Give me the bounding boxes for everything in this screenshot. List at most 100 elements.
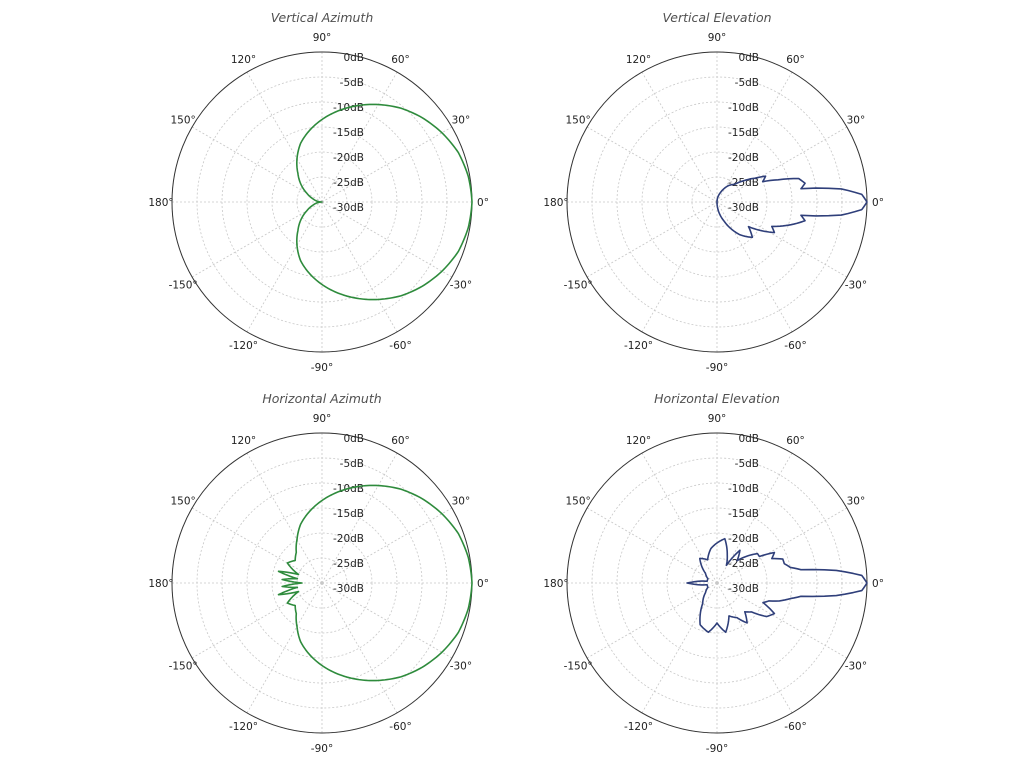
angle-tick-label: -150°: [564, 661, 593, 673]
radial-tick-label: -15dB: [333, 508, 364, 520]
angle-tick-label: 150°: [170, 115, 195, 127]
grid-spoke: [191, 582, 323, 659]
angle-tick-label: 180°: [543, 197, 568, 209]
grid-spoke: [716, 201, 793, 333]
grid-spoke: [716, 582, 848, 659]
grid-spoke: [246, 582, 323, 714]
grid-spoke: [641, 582, 718, 714]
angle-tick-label: -30°: [450, 661, 472, 673]
angle-tick-label: 60°: [786, 54, 805, 66]
angle-tick-label: -60°: [389, 340, 411, 352]
grid-spoke: [321, 582, 453, 659]
angle-tick-label: 30°: [847, 115, 866, 127]
grid-spoke: [321, 452, 398, 584]
angle-tick-label: -120°: [624, 721, 653, 733]
grid-spoke: [321, 507, 453, 584]
radial-tick-label: 0dB: [738, 433, 759, 445]
angle-tick-label: 120°: [231, 435, 256, 447]
angle-tick-label: -150°: [564, 280, 593, 292]
angle-tick-label: 0°: [477, 197, 489, 209]
angle-tick-label: 180°: [543, 578, 568, 590]
grid-spoke: [641, 201, 718, 333]
grid-ring: [246, 126, 398, 278]
grid-spoke: [716, 582, 793, 714]
chart-panel-horizontal-elevation: Horizontal Elevation 0° 30° 60° 90° 120° 150°…: [543, 391, 884, 771]
radial-tick-label: -20dB: [728, 533, 759, 545]
radial-tick-label: -15dB: [728, 508, 759, 520]
grid-spoke: [321, 582, 398, 714]
angle-tick-label: 30°: [452, 115, 471, 127]
angle-tick-label: -60°: [784, 721, 806, 733]
polar-chart-vertical-azimuth: 0° 30° 60° 90° 120° 150° 180° -150° -120° -90° -60…: [148, 32, 489, 374]
chart-panel-vertical-elevation: Vertical Elevation 0° 30° 60° 90° 120° 150° 18…: [543, 10, 884, 390]
polar-grid: [171, 432, 473, 734]
radial-tick-label: -5dB: [340, 458, 364, 470]
radial-tick-label: -15dB: [333, 127, 364, 139]
radial-tick-label: -30dB: [333, 583, 364, 595]
angle-tick-label: 90°: [708, 32, 727, 44]
chart-title: Horizontal Azimuth: [262, 391, 382, 406]
radial-tick-label: -30dB: [333, 202, 364, 214]
polar-chart-horizontal-azimuth: 0° 30° 60° 90° 120° 150° 180° -150° -120° -90° -60…: [148, 413, 489, 755]
angle-tick-label: 180°: [148, 197, 173, 209]
angle-tick-label: -60°: [389, 721, 411, 733]
angle-tick-label: 30°: [452, 496, 471, 508]
angle-tick-label: -30°: [845, 280, 867, 292]
grid-spoke: [321, 126, 453, 203]
angle-tick-label: 0°: [477, 578, 489, 590]
radial-tick-label: -20dB: [333, 533, 364, 545]
grid-spoke: [716, 201, 848, 278]
grid-spoke: [191, 201, 323, 278]
grid-spoke: [716, 507, 848, 584]
grid-spoke: [246, 201, 323, 333]
angle-tick-label: 150°: [170, 496, 195, 508]
radial-tick-label: -30dB: [728, 583, 759, 595]
chart-title: Vertical Elevation: [662, 10, 772, 25]
radial-tick-label: 0dB: [738, 52, 759, 64]
radial-tick-label: 0dB: [343, 52, 364, 64]
angle-tick-label: -90°: [311, 743, 333, 755]
angle-tick-label: 90°: [313, 413, 332, 425]
grid-spoke: [191, 507, 323, 584]
radial-tick-label: -25dB: [333, 558, 364, 570]
grid-spoke: [246, 452, 323, 584]
radial-tick-label: -5dB: [735, 458, 759, 470]
grid-ring: [641, 507, 793, 659]
angle-tick-label: 120°: [626, 435, 651, 447]
grid-spoke: [586, 201, 718, 278]
grid-spoke: [586, 582, 718, 659]
grid-spoke: [586, 507, 718, 584]
grid-spoke: [716, 126, 848, 203]
radiation-pattern-line: [296, 103, 473, 301]
chart-title: Horizontal Elevation: [654, 391, 780, 406]
angle-tick-label: -90°: [706, 743, 728, 755]
angle-tick-label: -120°: [229, 340, 258, 352]
angle-tick-label: 30°: [847, 496, 866, 508]
angle-tick-label: 90°: [313, 32, 332, 44]
grid-spoke: [246, 71, 323, 203]
radiation-pattern-line: [277, 484, 473, 682]
angle-tick-label: 150°: [565, 496, 590, 508]
angle-tick-label: 180°: [148, 578, 173, 590]
radial-tick-label: -30dB: [728, 202, 759, 214]
angle-tick-label: -150°: [169, 280, 198, 292]
radial-tick-label: -20dB: [728, 152, 759, 164]
grid-spoke: [321, 201, 398, 333]
radial-tick-label: -5dB: [735, 77, 759, 89]
angle-tick-label: -90°: [706, 362, 728, 374]
angle-tick-label: -150°: [169, 661, 198, 673]
angle-tick-label: 120°: [231, 54, 256, 66]
radiation-pattern-line: [716, 175, 868, 239]
grid-ring: [246, 507, 398, 659]
polar-chart-vertical-elevation: 0° 30° 60° 90° 120° 150° 180° -150° -120° -90° -60…: [543, 32, 884, 374]
radial-tick-label: -20dB: [333, 152, 364, 164]
radial-tick-label: -15dB: [728, 127, 759, 139]
radial-tick-label: -25dB: [333, 177, 364, 189]
polar-grid: [566, 432, 868, 734]
grid-spoke: [641, 452, 718, 584]
chart-panel-horizontal-azimuth: Horizontal Azimuth 0° 30° 60° 90° 120° 150° 18…: [148, 391, 489, 771]
chart-panel-vertical-azimuth: Vertical Azimuth 0° 30° 60° 90° 120° 150° 180°…: [148, 10, 489, 390]
angle-tick-label: 0°: [872, 578, 884, 590]
grid-ring: [641, 126, 793, 278]
radial-tick-label: 0dB: [343, 433, 364, 445]
